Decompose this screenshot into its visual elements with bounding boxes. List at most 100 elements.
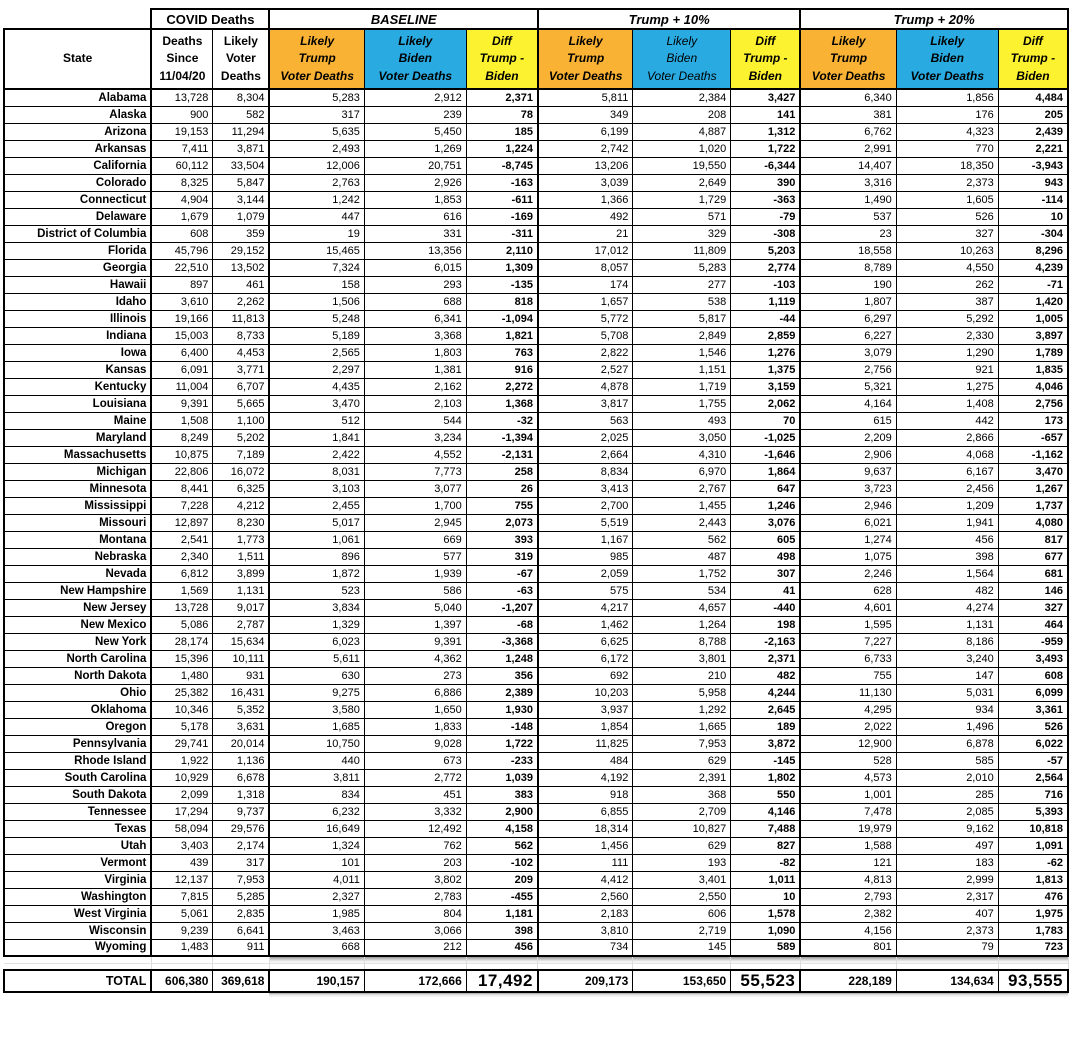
cell-value[interactable]: -68: [465, 615, 539, 634]
cell-value[interactable]: 2,859: [730, 326, 801, 345]
cell-value[interactable]: 7,773: [363, 462, 467, 481]
cell-value[interactable]: 4,158: [465, 819, 539, 838]
cell-state[interactable]: South Dakota: [2, 785, 152, 804]
cell-state[interactable]: Maine: [2, 411, 152, 430]
cell-value[interactable]: 210: [632, 666, 732, 685]
cell-value[interactable]: 440: [268, 751, 365, 770]
cell-value[interactable]: -169: [465, 207, 539, 226]
cell-value[interactable]: 4,657: [632, 598, 732, 617]
cell-value[interactable]: 6,340: [799, 88, 897, 107]
cell-value[interactable]: 918: [536, 785, 634, 804]
cell-value[interactable]: 6,227: [799, 326, 897, 345]
cell-value[interactable]: 493: [632, 411, 732, 430]
cell-value[interactable]: 451: [363, 785, 467, 804]
cell-state[interactable]: Georgia: [2, 258, 152, 277]
cell-value[interactable]: 2,756: [799, 360, 897, 379]
cell-value[interactable]: 1,366: [536, 190, 634, 209]
col-header-deaths-since[interactable]: Deaths Since 11/04/20: [150, 28, 214, 90]
cell-value[interactable]: 3,332: [363, 802, 467, 821]
cell-value[interactable]: 575: [536, 581, 634, 600]
cell-state[interactable]: Wisconsin: [2, 921, 152, 940]
cell-value[interactable]: 1,248: [465, 649, 539, 668]
cell-state[interactable]: California: [2, 156, 152, 175]
cell-value[interactable]: -71: [997, 275, 1069, 294]
cell-value[interactable]: 78: [465, 105, 539, 124]
cell-value[interactable]: 3,039: [536, 173, 634, 192]
cell-value[interactable]: 9,017: [212, 598, 270, 617]
cell-value[interactable]: 630: [268, 666, 365, 685]
cell-value[interactable]: 1,588: [799, 836, 897, 855]
cell-value[interactable]: 369,618: [212, 969, 270, 993]
cell-value[interactable]: 93,555: [997, 969, 1069, 993]
cell-value[interactable]: 2,099: [150, 785, 214, 804]
cell-value[interactable]: 1,091: [997, 836, 1069, 855]
cell-value[interactable]: 29,576: [212, 819, 270, 838]
cell-value[interactable]: -363: [730, 190, 801, 209]
cell-value[interactable]: 589: [730, 938, 801, 957]
cell-state[interactable]: Virginia: [2, 870, 152, 889]
cell-value[interactable]: 476: [997, 887, 1069, 906]
cell-value[interactable]: 158: [268, 275, 365, 294]
cell-value[interactable]: 605: [730, 530, 801, 549]
cell-value[interactable]: 1,722: [465, 734, 539, 753]
col-header-baseline-diff[interactable]: Diff Trump - Biden: [465, 28, 539, 90]
cell-value[interactable]: -67: [465, 564, 539, 583]
cell-value[interactable]: 398: [465, 921, 539, 940]
cell-value[interactable]: 2,991: [799, 139, 897, 158]
cell-value[interactable]: 2,340: [150, 547, 214, 566]
cell-value[interactable]: 6,762: [799, 122, 897, 141]
cell-value[interactable]: 900: [150, 105, 214, 124]
cell-value[interactable]: 2,564: [997, 768, 1069, 787]
cell-value[interactable]: 2,455: [268, 496, 365, 515]
cell-value[interactable]: 3,079: [799, 343, 897, 362]
cell-value[interactable]: 8,304: [212, 88, 270, 107]
cell-value[interactable]: 1,324: [268, 836, 365, 855]
cell-value[interactable]: 669: [363, 530, 467, 549]
cell-value[interactable]: 668: [268, 938, 365, 957]
cell-value[interactable]: 1,783: [997, 921, 1069, 940]
cell-value[interactable]: 2,912: [363, 88, 467, 107]
cell-value[interactable]: 4,156: [799, 921, 897, 940]
cell-value[interactable]: 70: [730, 411, 801, 430]
cell-value[interactable]: 9,391: [150, 394, 214, 413]
cell-value[interactable]: 439: [150, 853, 214, 872]
cell-state[interactable]: New Hampshire: [2, 581, 152, 600]
cell-value[interactable]: 1,408: [895, 394, 999, 413]
cell-value[interactable]: 734: [536, 938, 634, 957]
cell-value[interactable]: 293: [363, 275, 467, 294]
cell-value[interactable]: 5,285: [212, 887, 270, 906]
cell-value[interactable]: 368: [632, 785, 732, 804]
cell-value[interactable]: 498: [730, 547, 801, 566]
cell-value[interactable]: -135: [465, 275, 539, 294]
cell-value[interactable]: 762: [363, 836, 467, 855]
cell-value[interactable]: 5,817: [632, 309, 732, 328]
cell-state[interactable]: Texas: [2, 819, 152, 838]
cell-value[interactable]: 13,356: [363, 241, 467, 260]
cell-value[interactable]: 2,384: [632, 88, 732, 107]
cell-value[interactable]: 5,519: [536, 513, 634, 532]
cell-value[interactable]: -63: [465, 581, 539, 600]
cell-value[interactable]: 1,079: [212, 207, 270, 226]
cell-state[interactable]: Nevada: [2, 564, 152, 583]
cell-value[interactable]: 2,493: [268, 139, 365, 158]
cell-value[interactable]: -2,131: [465, 445, 539, 464]
cell-value[interactable]: 5,040: [363, 598, 467, 617]
cell-value[interactable]: 10,203: [536, 683, 634, 702]
cell-value[interactable]: 2,389: [465, 683, 539, 702]
cell-value[interactable]: 2,246: [799, 564, 897, 583]
cell-value[interactable]: 6,625: [536, 632, 634, 651]
cell-value[interactable]: 1,039: [465, 768, 539, 787]
cell-value[interactable]: 7,189: [212, 445, 270, 464]
cell-value[interactable]: 327: [895, 224, 999, 243]
cell-value[interactable]: 4,435: [268, 377, 365, 396]
cell-value[interactable]: 3,077: [363, 479, 467, 498]
cell-state[interactable]: Wyoming: [2, 938, 152, 957]
cell-value[interactable]: 3,240: [895, 649, 999, 668]
cell-value[interactable]: 563: [536, 411, 634, 430]
cell-value[interactable]: 2,371: [465, 88, 539, 107]
cell-value[interactable]: 492: [536, 207, 634, 226]
col-header-likely-voter-deaths[interactable]: Likely Voter Deaths: [212, 28, 270, 90]
cell-value[interactable]: 688: [363, 292, 467, 311]
cell-value[interactable]: 2,330: [895, 326, 999, 345]
cell-value[interactable]: 11,809: [632, 241, 732, 260]
